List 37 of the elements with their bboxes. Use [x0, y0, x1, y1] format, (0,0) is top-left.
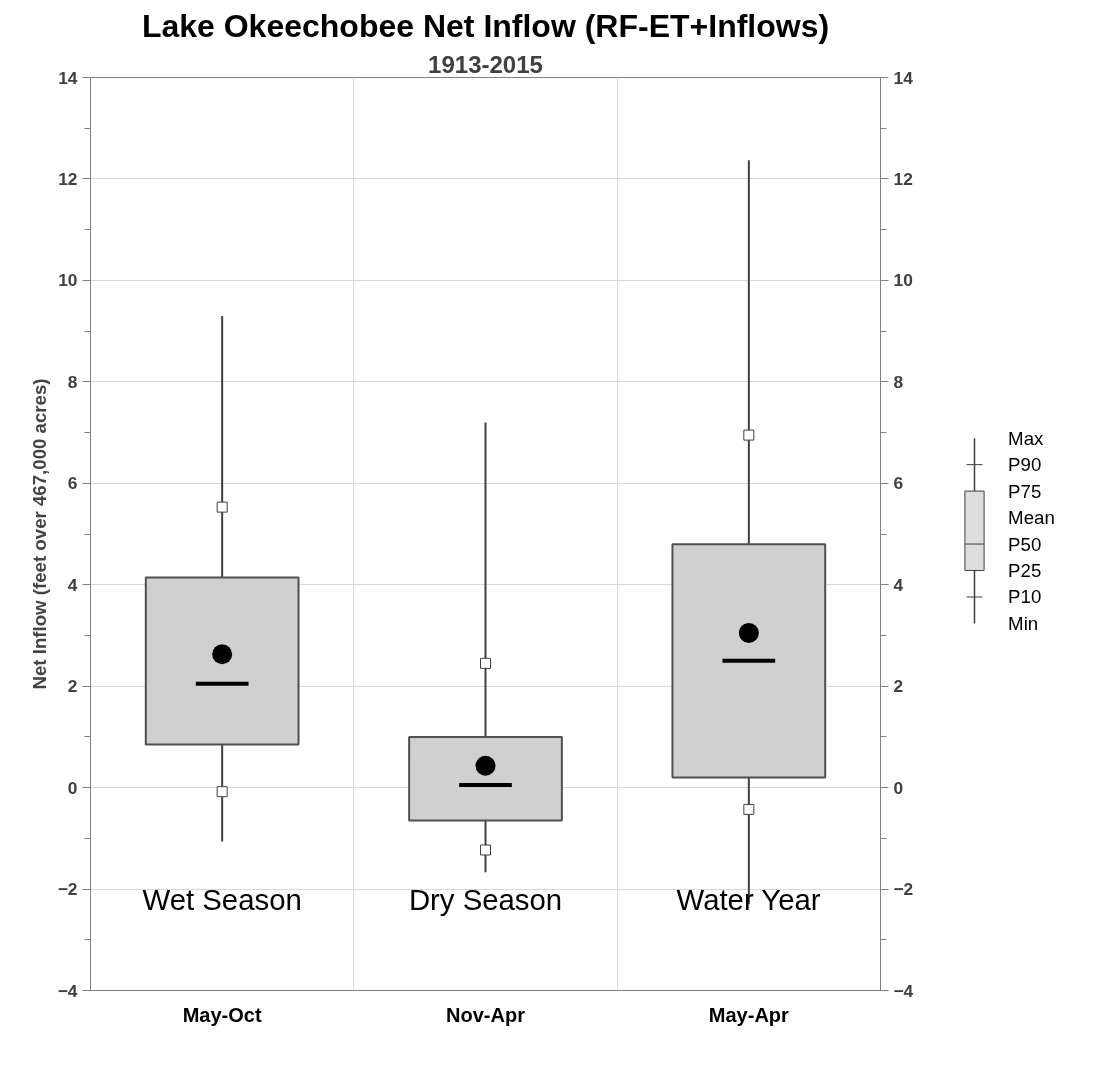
y-tick-label: −2 [57, 879, 78, 900]
y-tick-label: 6 [67, 473, 78, 494]
y-axis-title: Net Inflow (feet over 467,000 acres) [28, 378, 50, 690]
y2-tick-label: 2 [893, 676, 904, 697]
y2-tick-label: −4 [893, 980, 914, 1001]
y2-tick-label: 0 [893, 777, 904, 798]
y-tick-label: 2 [67, 676, 78, 697]
x-tick-label: Nov-Apr [446, 1003, 526, 1026]
text: P10 [1008, 586, 1042, 608]
y2-tick-label: 10 [893, 270, 913, 291]
text: P50 [1008, 533, 1042, 555]
y-tick-label: 8 [67, 371, 78, 392]
chart-subtitle: 1913-2015 [428, 50, 543, 78]
text: Mean [1008, 507, 1055, 529]
y2-tick-label: 6 [893, 473, 904, 494]
y-tick-label: 14 [58, 67, 78, 88]
y-tick-label: −4 [57, 980, 78, 1001]
y2-tick-label: 4 [893, 574, 904, 595]
y-tick-label: 0 [67, 777, 78, 798]
x-tick-label: May-Oct [182, 1003, 262, 1026]
text: P90 [1008, 454, 1042, 476]
text: Max [1008, 427, 1045, 449]
y2-tick-label: 8 [893, 371, 904, 392]
annotation: Dry Season [408, 882, 563, 916]
y2-tick-label: −2 [893, 879, 914, 900]
y-tick-label: 12 [58, 168, 78, 189]
y2-tick-label: 14 [893, 67, 914, 88]
x-tick-label: May-Apr [708, 1003, 790, 1026]
text: P75 [1008, 480, 1042, 502]
annotation: Water Year [676, 882, 821, 916]
text: Min [1008, 612, 1039, 634]
y2-tick-label: 12 [893, 168, 913, 189]
y-tick-label: 10 [58, 270, 78, 291]
annotation: Wet Season [142, 882, 302, 916]
text: P25 [1008, 560, 1042, 582]
chart-title: Lake Okeechobee Net Inflow (RF-ET+Inflows) [141, 7, 830, 44]
y-tick-label: 4 [67, 574, 78, 595]
